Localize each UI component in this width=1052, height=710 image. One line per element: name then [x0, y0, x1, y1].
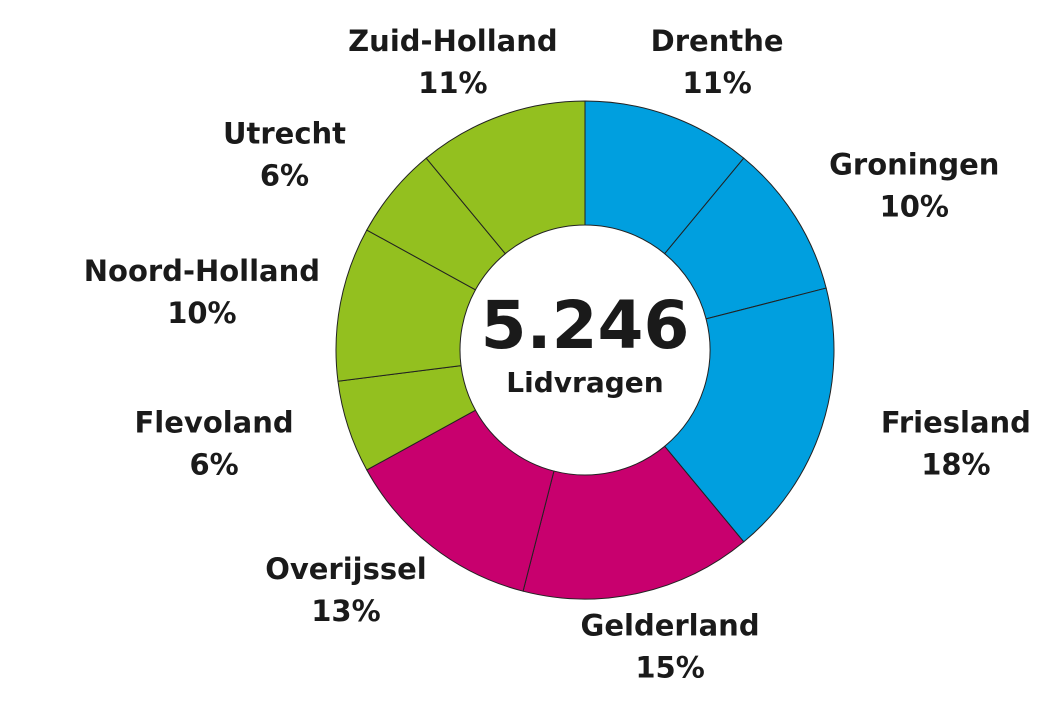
slice-name: Groningen [829, 148, 999, 182]
slice [663, 287, 835, 543]
slice-value: 6% [260, 159, 309, 193]
slice [522, 445, 745, 600]
slice-name: Utrecht [223, 117, 346, 151]
slice-name: Overijssel [265, 552, 427, 586]
slice-name: Zuid-Holland [348, 24, 557, 58]
slice-name: Drenthe [651, 24, 784, 58]
slice-value: 10% [167, 296, 236, 330]
slice [425, 100, 586, 255]
slice-value: 15% [635, 651, 704, 685]
slice-value: 18% [921, 447, 990, 481]
slice [366, 409, 555, 592]
slice-value: 6% [189, 447, 238, 481]
slice-value: 10% [880, 190, 949, 224]
slice-value: 13% [311, 594, 380, 628]
slice-name: Gelderland [581, 609, 760, 643]
slice-value: 11% [418, 66, 487, 100]
center-value: 5.246 [481, 287, 690, 364]
slice-name: Friesland [881, 405, 1031, 439]
slice-name: Flevoland [135, 405, 294, 439]
slice-value: 11% [682, 66, 751, 100]
center-label: Lidvragen [506, 366, 663, 399]
slice-name: Noord-Holland [84, 254, 320, 288]
